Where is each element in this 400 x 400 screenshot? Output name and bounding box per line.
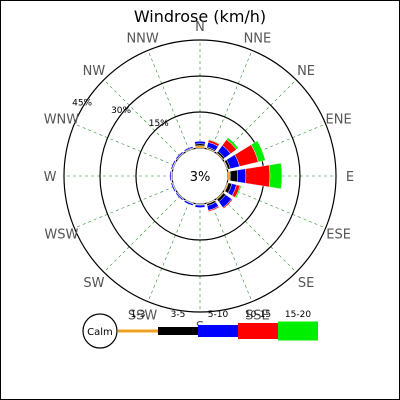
direction-label-ene: ENE bbox=[326, 113, 352, 128]
legend: Calm 1-3 3-5 5-10 10-15 15-20 bbox=[82, 310, 318, 349]
spoke-sw bbox=[103, 195, 181, 273]
spoke-ese bbox=[225, 186, 326, 229]
center-calm-label: 3% bbox=[190, 170, 211, 185]
legend-swatch-10-15 bbox=[238, 323, 278, 339]
bar-se-10-15 bbox=[222, 198, 233, 209]
bar-e-10-15 bbox=[245, 164, 271, 188]
direction-label-nne: NNE bbox=[244, 31, 272, 46]
ring-30 bbox=[99, 75, 301, 277]
bar-e-3-5 bbox=[229, 169, 238, 183]
direction-label-se: SE bbox=[298, 276, 314, 291]
legend-label-15-20: 15-20 bbox=[285, 310, 311, 320]
spoke-nne bbox=[210, 50, 253, 151]
bar-nne-15-20 bbox=[208, 138, 221, 145]
direction-label-sw: SW bbox=[83, 276, 104, 291]
legend-swatch-3-5 bbox=[158, 327, 198, 335]
ring-label-15: 15% bbox=[149, 119, 169, 129]
chart-title: Windrose (km/h) bbox=[134, 7, 266, 26]
bar-wnw-5-10 bbox=[170, 160, 176, 170]
bar-n-1-3 bbox=[195, 145, 205, 149]
spoke-wnw bbox=[74, 123, 175, 166]
bars-layer bbox=[169, 137, 283, 212]
bar-e-5-10 bbox=[236, 168, 247, 184]
direction-label-ssw: SSW bbox=[128, 309, 158, 324]
bar-ene-15-20 bbox=[250, 140, 266, 163]
spoke-ssw bbox=[147, 201, 190, 302]
spoke-sse bbox=[210, 201, 253, 302]
bar-s-5-10 bbox=[194, 204, 206, 208]
spoke-se bbox=[219, 195, 297, 273]
bar-sse-10-15 bbox=[208, 205, 220, 212]
direction-label-ne: NE bbox=[297, 64, 315, 79]
bar-ese-15-20 bbox=[234, 185, 242, 199]
direction-label-sse: SSE bbox=[245, 309, 270, 324]
bar-e-15-20 bbox=[268, 162, 283, 190]
ring-label-30: 30% bbox=[111, 106, 131, 116]
bar-ssw-5-10 bbox=[183, 200, 194, 206]
direction-label-n: N bbox=[195, 20, 205, 35]
spoke-wsw bbox=[74, 186, 175, 229]
direction-label-wsw: WSW bbox=[44, 227, 78, 242]
legend-label-1-3: 1-3 bbox=[131, 310, 146, 320]
bar-e-1-3 bbox=[227, 171, 231, 181]
direction-label-w: W bbox=[44, 170, 57, 185]
legend-label-5-10: 5-10 bbox=[208, 310, 229, 320]
bar-nw-5-10 bbox=[175, 151, 184, 160]
legend-calm-circle bbox=[82, 313, 118, 349]
spoke-nnw bbox=[147, 50, 190, 151]
spoke-nw bbox=[103, 79, 181, 157]
bar-n-5-10 bbox=[194, 141, 206, 145]
direction-label-wnw: WNW bbox=[44, 113, 80, 128]
bar-sw-5-10 bbox=[175, 192, 184, 201]
legend-swatch-1-3 bbox=[118, 329, 158, 333]
legend-label-3-5: 3-5 bbox=[171, 310, 186, 320]
ring-45 bbox=[63, 39, 337, 313]
legend-calm-label: Calm bbox=[87, 327, 113, 338]
direction-label-nnw: NNW bbox=[126, 31, 158, 46]
bar-w-5-10 bbox=[169, 171, 172, 181]
legend-label-10-15: 10-15 bbox=[245, 310, 271, 320]
legend-swatch-5-10 bbox=[198, 325, 238, 337]
direction-label-nw: NW bbox=[83, 64, 106, 79]
bar-ne-15-20 bbox=[226, 137, 239, 150]
labels-layer: 15%30%45%NNNENEENEEESESESSESSSWSWWSWWWNW… bbox=[44, 20, 355, 335]
bar-wsw-5-10 bbox=[170, 182, 176, 192]
legend-swatch-15-20 bbox=[278, 321, 318, 341]
direction-label-e: E bbox=[346, 170, 354, 185]
direction-label-ese: ESE bbox=[326, 227, 351, 242]
bar-nnw-5-10 bbox=[183, 146, 194, 152]
ring-label-45: 45% bbox=[72, 98, 92, 108]
